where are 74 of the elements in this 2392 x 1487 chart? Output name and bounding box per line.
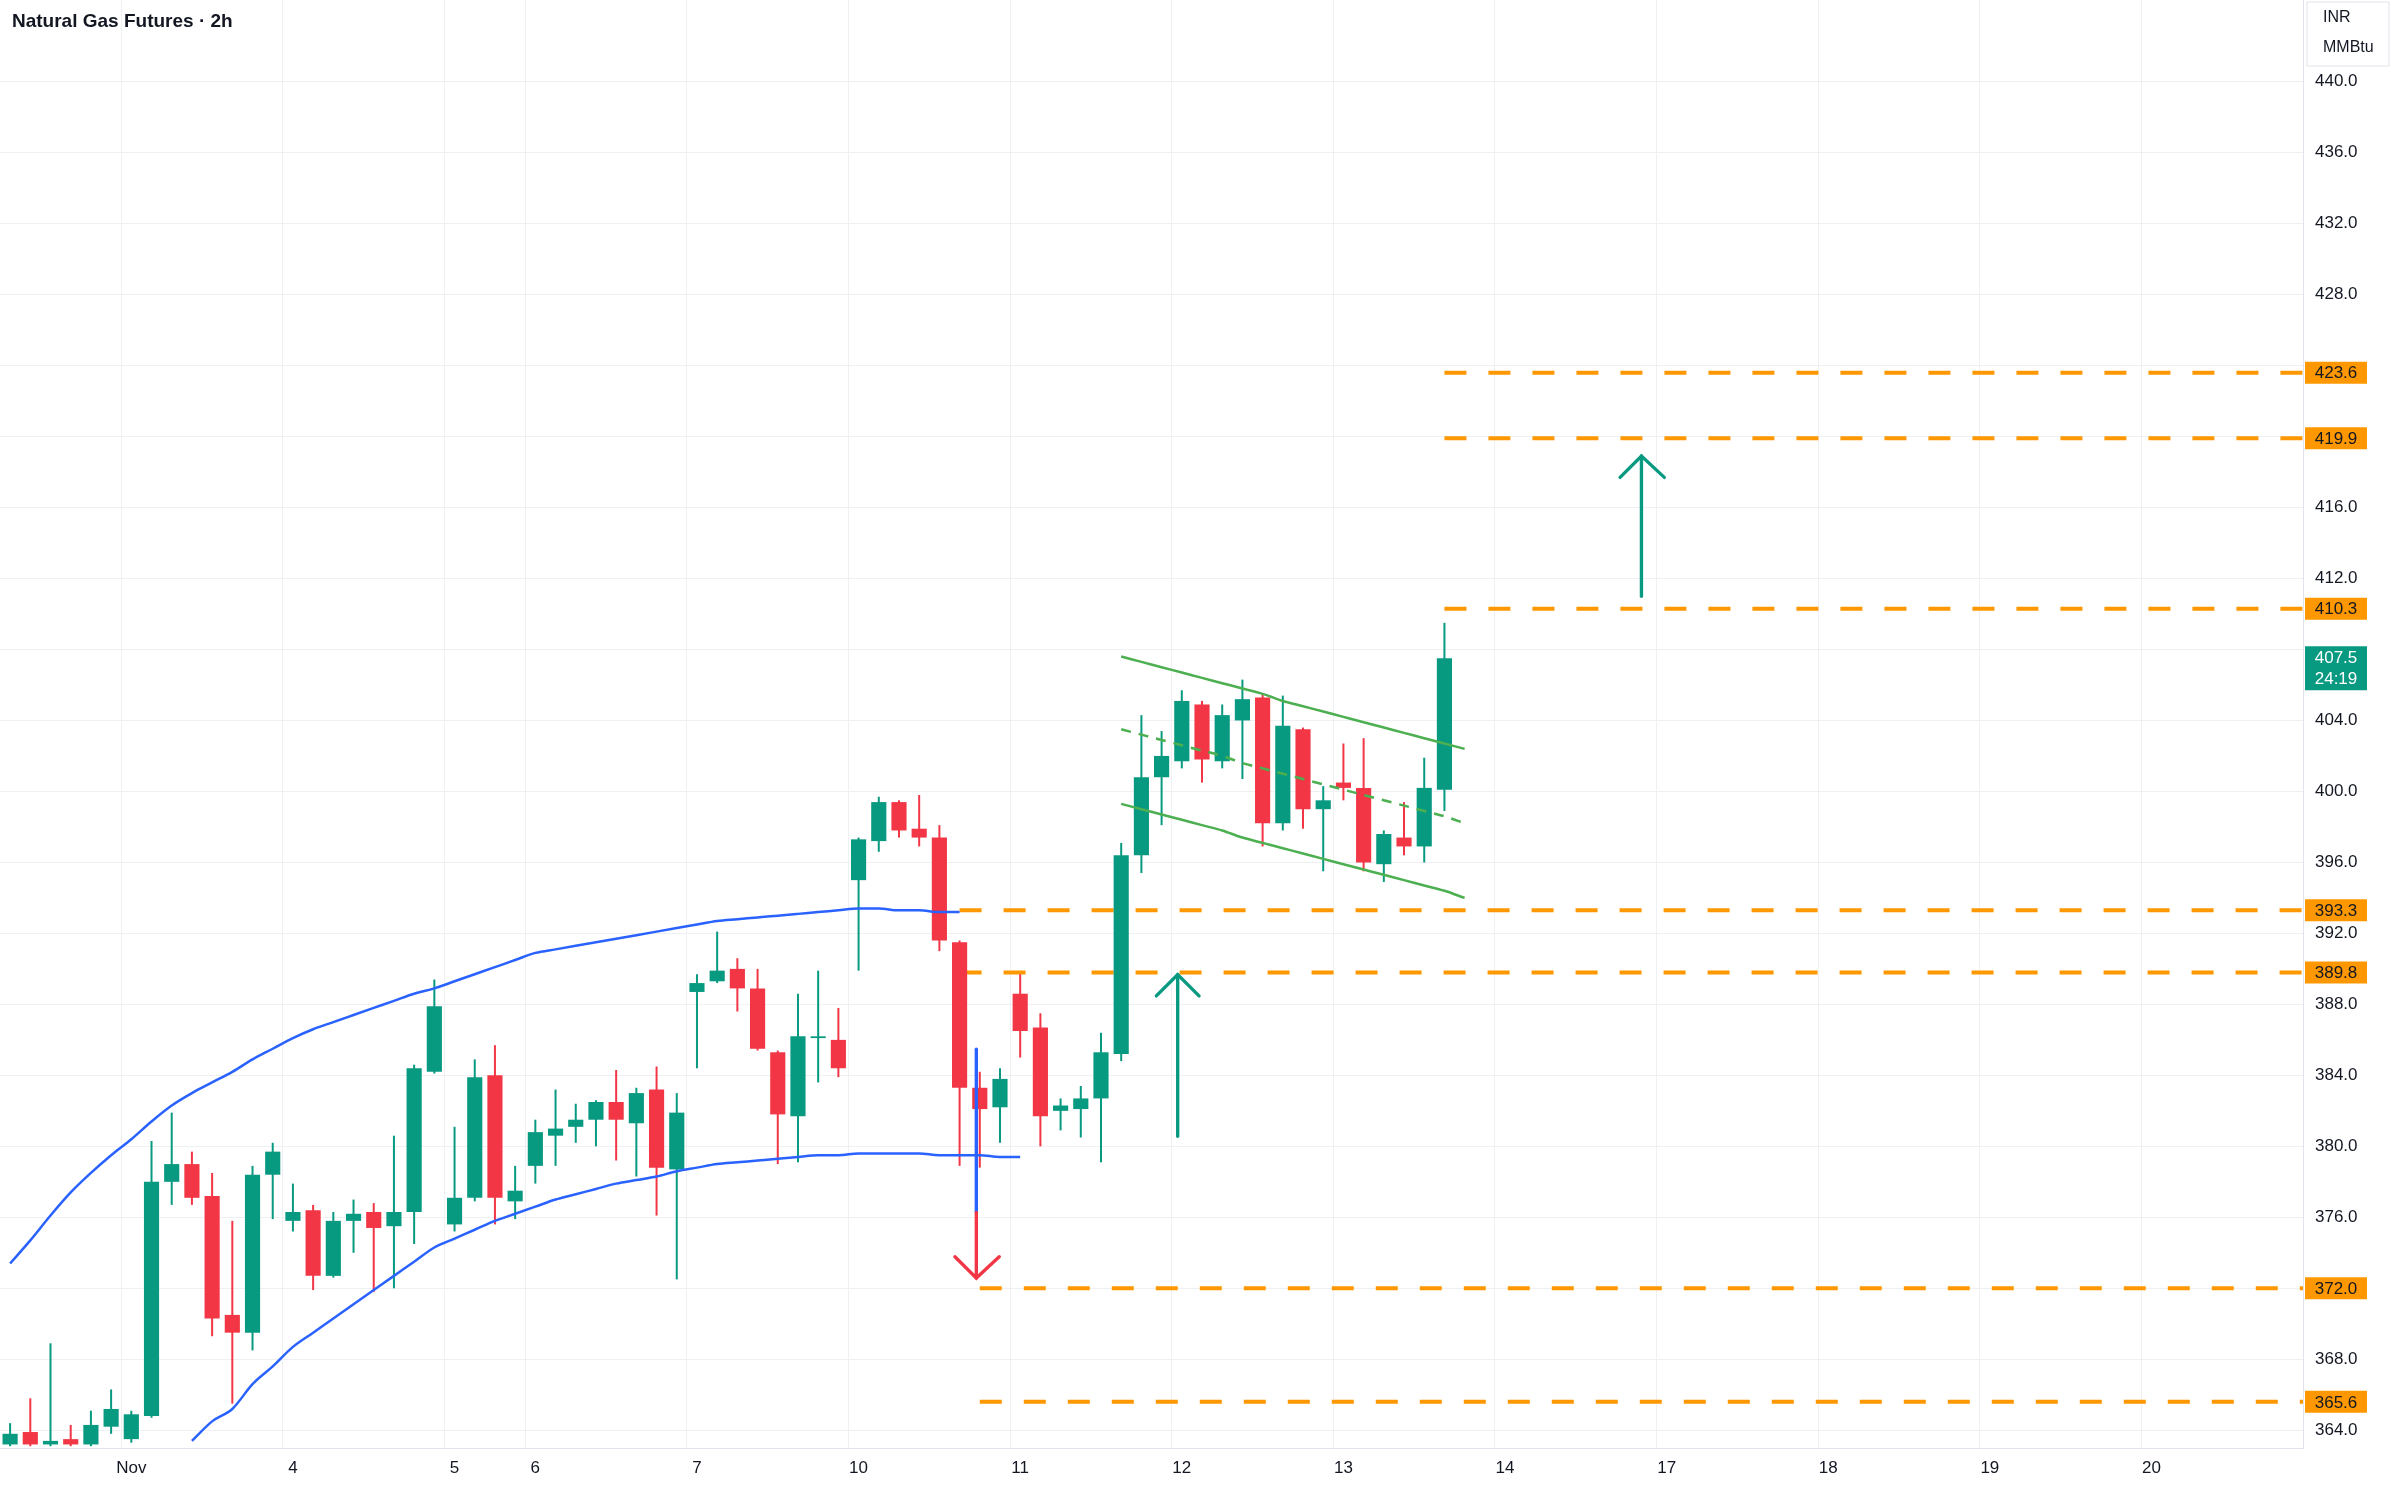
- candlestick: [345, 1198, 362, 1254]
- y-tick-label: 428.0: [2315, 284, 2358, 304]
- text: Natural Gas Futures · 2h: [12, 10, 233, 32]
- text: 407.5: [2314, 648, 2358, 668]
- text: 24:19: [2314, 669, 2358, 689]
- text: MMBtu: [2323, 38, 2374, 56]
- x-tick-label: 6: [530, 1457, 541, 1477]
- y-tick-label: 364.0: [2315, 1419, 2358, 1439]
- x-tick-label: 4: [288, 1457, 298, 1477]
- candlestick: [507, 1164, 523, 1221]
- candlestick: [63, 1423, 79, 1448]
- candlestick: [1073, 1085, 1089, 1139]
- candlestick: [265, 1141, 281, 1221]
- candlestick: [911, 793, 927, 848]
- x-tick-label: 20: [2142, 1457, 2161, 1477]
- candlestick: [588, 1099, 604, 1148]
- candlestick: [1234, 678, 1250, 781]
- candlestick: [1315, 785, 1331, 873]
- x-tick-label: 13: [1333, 1457, 1353, 1477]
- y-tick-label: 396.0: [2315, 852, 2358, 872]
- candlestick: [568, 1102, 584, 1144]
- line-series: [8, 907, 961, 1265]
- candlestick: [2, 1422, 18, 1448]
- line-series: [1119, 655, 1466, 751]
- y-tick-label: 400.0: [2315, 781, 2358, 801]
- candlestick: [709, 930, 725, 985]
- y-tick-label: 376.0: [2315, 1207, 2358, 1226]
- ref-line-label: 423.6: [2314, 363, 2358, 383]
- candlestick: [386, 1134, 402, 1290]
- candlestick: [689, 973, 705, 1070]
- ref-line-label: 389.8: [2314, 963, 2358, 983]
- y-tick-label: 404.0: [2315, 710, 2358, 730]
- candlestick: [608, 1069, 624, 1162]
- ref-line-label: 365.6: [2314, 1392, 2358, 1412]
- candlestick: [1154, 730, 1170, 827]
- x-tick-label: 12: [1172, 1457, 1192, 1477]
- candlestick: [164, 1111, 180, 1206]
- y-tick-label: 440.0: [2315, 71, 2358, 91]
- y-tick-label: 432.0: [2315, 213, 2358, 233]
- x-tick-label: 19: [1980, 1457, 2000, 1477]
- x-tick-label: 17: [1657, 1457, 1677, 1477]
- ref-line-label: 410.3: [2314, 599, 2358, 619]
- candlestick: [22, 1397, 38, 1448]
- text: INR: [2323, 8, 2351, 26]
- ref-line-label: 372.0: [2314, 1278, 2358, 1298]
- candlestick: [285, 1182, 301, 1233]
- x-tick-label: 5: [449, 1457, 460, 1477]
- candlestick: [224, 1219, 240, 1405]
- candlestick: [1053, 1097, 1069, 1132]
- y-tick-label: 436.0: [2315, 142, 2358, 162]
- y-tick-label: 416.0: [2315, 497, 2358, 517]
- candlestick: [547, 1088, 564, 1167]
- x-tick-label: 14: [1495, 1457, 1515, 1477]
- y-tick-label: 392.0: [2315, 923, 2358, 943]
- y-tick-label: 380.0: [2315, 1136, 2358, 1156]
- y-tick-label: 384.0: [2315, 1065, 2358, 1085]
- candlestick: [729, 957, 745, 1013]
- candlestick: [83, 1409, 99, 1448]
- candlestick: [366, 1202, 382, 1293]
- x-tick-label: 18: [1818, 1457, 1838, 1477]
- candlestick: [1396, 801, 1412, 857]
- candlestick: [103, 1388, 119, 1435]
- x-tick-label: Nov: [116, 1457, 147, 1477]
- x-tick-label: 7: [692, 1457, 702, 1477]
- x-tick-label: 10: [849, 1457, 869, 1477]
- ref-line-label: 393.3: [2314, 901, 2358, 921]
- line-series: [1119, 802, 1466, 900]
- y-tick-label: 368.0: [2315, 1348, 2358, 1368]
- candlestick: [810, 969, 826, 1084]
- line-series: [190, 1152, 1022, 1443]
- x-tick-label: 11: [1011, 1457, 1030, 1477]
- y-tick-label: 412.0: [2315, 568, 2358, 588]
- y-tick-label: 388.0: [2315, 994, 2358, 1014]
- ref-line-label: 419.9: [2314, 428, 2358, 448]
